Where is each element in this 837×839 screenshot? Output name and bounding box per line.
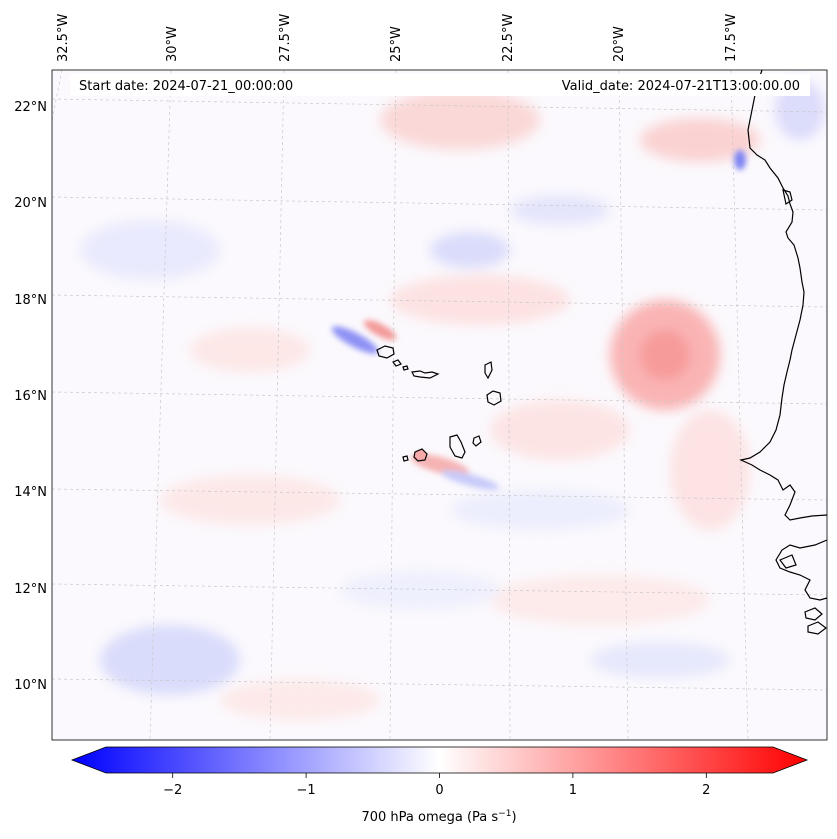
lat-label-14: 14°N <box>14 485 47 500</box>
omega-field <box>80 80 825 720</box>
island-santo-antao <box>376 345 395 359</box>
island-sao-nicolau <box>411 370 440 379</box>
lon-label-22-5: 22.5°W <box>501 14 516 62</box>
lat-label-18: 18°N <box>14 293 47 308</box>
colorbar-body <box>70 746 809 774</box>
guinea-bissau-islands <box>804 607 827 635</box>
island-boa-vista <box>486 390 502 406</box>
grid-lon-20 <box>618 69 629 741</box>
latitude-labels: 22°N 20°N 18°N 16°N 14°N 12°N 10°N <box>14 100 47 693</box>
grid-lon-25 <box>389 69 397 741</box>
colorbar-ticks: −2 −1 0 1 2 <box>163 773 710 798</box>
longitude-labels: 32.5°W 30°W 27.5°W 25°W 22.5°W 20°W 17.5… <box>56 14 739 62</box>
lon-label-32-5: 32.5°W <box>56 14 71 62</box>
island-sal <box>484 361 493 380</box>
grid-lon-30 <box>149 69 172 741</box>
colorbar-tick-label: 1 <box>569 783 577 798</box>
header-strip <box>70 74 810 96</box>
map-panel: Start date: 2024-07-21_00:00:00 Valid_da… <box>51 69 828 741</box>
coast-inlet-1 <box>782 189 793 205</box>
start-date-label: Start date: 2024-07-21_00:00:00 <box>79 79 293 94</box>
lat-label-16: 16°N <box>14 389 47 404</box>
lat-label-22: 22°N <box>14 100 47 115</box>
map-frame <box>51 69 828 741</box>
coastlines <box>376 69 828 635</box>
colorbar-label: 700 hPa omega (Pa s−1) <box>361 809 516 825</box>
island-brava <box>402 455 409 462</box>
island-sao-vicente <box>392 359 402 367</box>
island-fogo <box>413 448 428 462</box>
lat-label-12: 12°N <box>14 582 47 597</box>
island-maio <box>472 435 482 447</box>
africa-coastline-south <box>775 539 828 601</box>
lat-label-20: 20°N <box>14 196 47 211</box>
lon-label-27-5: 27.5°W <box>278 14 293 62</box>
colorbar-tick-label: 2 <box>702 783 710 798</box>
colorbar-tick-label: −1 <box>297 783 316 798</box>
grid-lon-27-5 <box>269 69 285 741</box>
grid-lon-32-5 <box>51 69 63 121</box>
grid-lon-17-5 <box>730 69 749 741</box>
colorbar: −2 −1 0 1 2 700 hPa omega (Pa s−1) <box>70 746 809 825</box>
lon-label-30: 30°W <box>165 26 180 62</box>
lon-label-17-5: 17.5°W <box>724 14 739 62</box>
grid-lon-22-5 <box>507 69 511 741</box>
island-santa-luzia <box>402 365 409 371</box>
island-santiago <box>449 434 466 459</box>
lat-label-10: 10°N <box>14 678 47 693</box>
coast-inlet-2 <box>779 554 797 569</box>
lon-label-20: 20°W <box>612 26 627 62</box>
africa-coastline <box>739 69 828 521</box>
colorbar-tick-label: −2 <box>163 783 182 798</box>
valid-date-label: Valid_date: 2024-07-21T13:00:00.00 <box>562 79 800 94</box>
colorbar-tick-label: 0 <box>435 783 443 798</box>
graticule <box>51 69 828 741</box>
lon-label-25: 25°W <box>389 26 404 62</box>
